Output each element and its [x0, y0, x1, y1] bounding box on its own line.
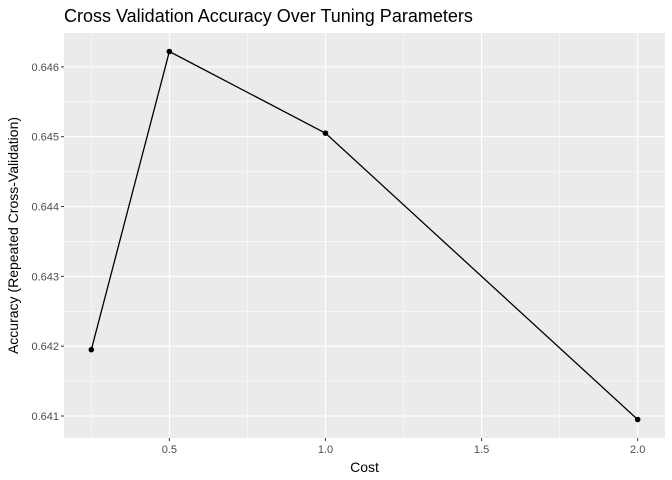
y-tick-label-5: 0.646 — [31, 62, 59, 74]
data-point-0-0 — [88, 346, 95, 353]
x-tick-label-2: 1.5 — [474, 444, 489, 456]
y-tick-label-2: 0.643 — [31, 271, 59, 283]
y-axis: 0.641 0.642 0.643 0.644 0.645 0.646 — [31, 62, 64, 423]
minor-gridlines — [64, 31, 665, 452]
y-tick-label-0: 0.641 — [31, 411, 59, 423]
major-gridlines — [64, 33, 665, 438]
plot-panel — [64, 33, 665, 438]
x-axis: 0.5 1.0 1.5 2.0 — [162, 438, 645, 456]
data-point-0-1 — [166, 48, 173, 55]
y-tick-label-3: 0.644 — [31, 202, 59, 214]
y-tick-label-1: 0.642 — [31, 341, 59, 353]
x-tick-label-3: 2.0 — [630, 444, 645, 456]
x-tick-label-1: 1.0 — [318, 444, 333, 456]
x-tick-label-0: 0.5 — [162, 444, 177, 456]
data-point-0-2 — [322, 130, 329, 137]
y-tick-label-4: 0.645 — [31, 132, 59, 144]
series-line-0 — [90, 50, 639, 420]
data-point-0-3 — [634, 416, 641, 423]
x-axis-title: Cost — [350, 459, 379, 475]
series-layer — [88, 48, 641, 423]
chart-title: Cross Validation Accuracy Over Tuning Pa… — [64, 6, 473, 26]
y-axis-title: Accuracy (Repeated Cross-Validation) — [5, 117, 21, 354]
